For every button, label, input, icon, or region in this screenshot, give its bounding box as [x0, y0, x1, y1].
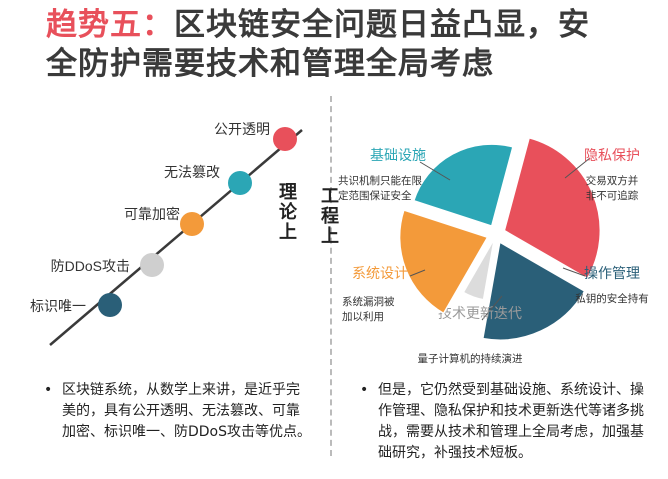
pie-slice-name-3: 技术更新迭代: [438, 305, 522, 321]
page-title: 趋势五：区块链安全问题日益凸显，安 全防护需要技术和管理全局考虑: [46, 6, 646, 84]
right-bullet-text: 但是，它仍然受到基础设施、系统设计、操作管理、隐私保护和技术更新迭代等诸多挑战，…: [378, 382, 644, 461]
theory-point-label-2: 无法篡改: [164, 164, 220, 180]
pie-slice-5: [412, 143, 514, 228]
pie-slice-3: [462, 238, 496, 301]
pie-leader-4: [409, 269, 426, 277]
theory-point-label-4: 防DDoS攻击: [51, 258, 130, 274]
pie-slice-desc-3-1: 量子计算机的持续演进: [418, 352, 523, 365]
center-divider: [330, 96, 332, 456]
pie-slice-desc-1-2: 非不可追踪: [586, 189, 639, 202]
pie-slice-1: [503, 136, 602, 280]
theory-point-label-5: 标识唯一: [30, 298, 86, 314]
pie-slice-desc-2-1: 私钥的安全持有: [575, 292, 649, 305]
left-bullet-text: 区块链系统，从数学上来讲，是近乎完美的，具有公开透明、无法篡改、可靠加密、标识唯…: [62, 382, 312, 440]
pie-slice-name-4: 系统设计: [352, 265, 408, 281]
pie-slice-name-2: 操作管理: [584, 265, 640, 281]
title-highlight: 趋势五：: [46, 7, 174, 43]
left-bullet: • 区块链系统，从数学上来讲，是近乎完美的，具有公开透明、无法篡改、可靠加密、标…: [44, 380, 312, 443]
challenge-pie: 隐私保护交易双方并非不可追踪操作管理私钥的安全持有技术更新迭代量子计算机的持续演…: [338, 136, 649, 365]
pie-slice-name-5: 基础设施: [370, 147, 426, 163]
theory-point-3: [180, 212, 204, 236]
theory-point-1: [273, 127, 297, 151]
pie-slice-desc-5-1: 共识机制只能在限: [338, 174, 422, 187]
pie-slice-desc-4-1: 系统漏洞被: [342, 295, 395, 308]
theory-point-4: [140, 253, 164, 277]
pie-slice-2: [481, 240, 586, 341]
pie-leader-5: [419, 161, 451, 181]
right-bullet-marker: •: [360, 382, 369, 398]
theory-point-label-1: 公开透明: [214, 121, 270, 137]
pie-leader-1: [564, 157, 591, 179]
engineering-label: 工程上: [318, 186, 339, 246]
pie-slice-4: [398, 209, 489, 315]
theory-label: 理论上: [276, 182, 297, 242]
theory-point-2: [228, 171, 252, 195]
pie-leader-2: [562, 267, 586, 277]
right-bullet: • 但是，它仍然受到基础设施、系统设计、操作管理、隐私保护和技术更新迭代等诸多挑…: [360, 380, 646, 464]
pie-slice-desc-4-2: 加以利用: [342, 311, 384, 323]
pie-leader-3: [481, 295, 503, 321]
title-line2: 全防护需要技术和管理全局考虑: [46, 46, 494, 82]
theory-axis-line: [49, 129, 303, 346]
title-line1: 区块链安全问题日益凸显，安: [174, 7, 590, 43]
theory-point-label-3: 可靠加密: [124, 206, 180, 222]
left-bullet-marker: •: [44, 382, 53, 398]
pie-slice-name-1: 隐私保护: [584, 147, 640, 163]
theory-point-5: [98, 293, 122, 317]
pie-slice-desc-1-1: 交易双方并: [586, 174, 639, 187]
pie-slice-desc-5-2: 定范围保证安全: [338, 189, 412, 202]
